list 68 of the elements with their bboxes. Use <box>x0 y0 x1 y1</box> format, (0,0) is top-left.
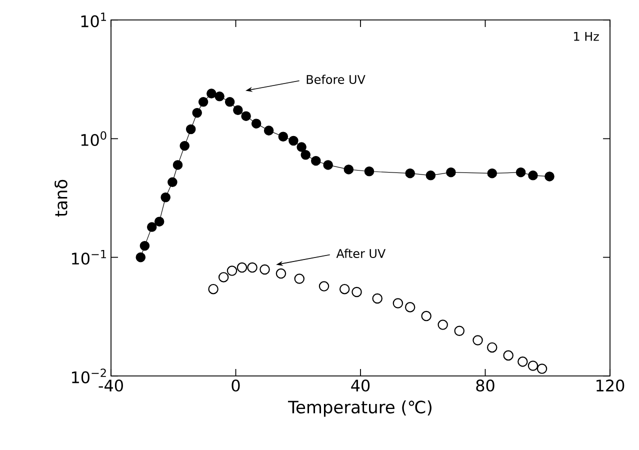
annotation: After UV <box>336 248 386 258</box>
y-axis-title: tanδ <box>54 180 68 217</box>
point <box>247 262 258 273</box>
point <box>438 320 448 330</box>
point <box>224 97 235 107</box>
point <box>233 105 243 115</box>
y-tick-label: 10$^{0}$ <box>81 131 106 146</box>
point <box>208 284 218 294</box>
point <box>214 92 224 102</box>
point <box>160 192 170 202</box>
point <box>192 108 202 118</box>
point <box>392 298 404 308</box>
point <box>352 286 362 298</box>
point <box>528 360 538 371</box>
point <box>372 293 382 304</box>
x-tick-label: 0 <box>232 380 240 392</box>
point <box>518 356 528 367</box>
point <box>288 136 298 146</box>
point <box>172 160 183 170</box>
y-tick-label: 10$^{−1}$ <box>72 250 106 265</box>
point <box>140 240 150 251</box>
annotation: Before UV <box>306 74 366 84</box>
point <box>260 264 270 275</box>
x-tick-label: 40 <box>351 380 370 392</box>
point <box>300 150 310 160</box>
point <box>226 266 238 276</box>
point <box>544 172 554 182</box>
point <box>344 164 354 174</box>
point <box>236 262 248 273</box>
point <box>206 88 216 98</box>
point <box>218 272 229 282</box>
point <box>405 168 415 178</box>
x-axis-title: Temperature (℃) <box>288 400 432 417</box>
point <box>318 281 330 292</box>
point <box>294 274 305 284</box>
point <box>180 140 190 151</box>
point <box>454 326 464 336</box>
point <box>251 118 262 128</box>
point <box>311 156 321 166</box>
point <box>421 310 432 322</box>
point <box>168 177 178 188</box>
point <box>426 170 436 180</box>
point <box>278 132 288 142</box>
point <box>154 216 164 226</box>
point <box>136 252 146 262</box>
point <box>486 342 498 353</box>
x-tick-label: 80 <box>476 380 494 392</box>
point <box>264 126 274 136</box>
point <box>528 170 538 180</box>
point <box>339 284 350 294</box>
point <box>146 222 157 232</box>
point <box>536 364 548 374</box>
point <box>296 142 306 152</box>
point <box>472 335 483 346</box>
point <box>364 166 374 176</box>
point <box>446 167 456 178</box>
point <box>323 160 333 170</box>
point <box>241 111 251 121</box>
point <box>198 97 208 107</box>
point <box>186 124 196 134</box>
annotation: 1 Hz <box>574 32 599 41</box>
x-tick-label: 120 <box>596 380 624 392</box>
y-tick-label: 10$^{1}$ <box>81 12 106 28</box>
point <box>404 302 416 312</box>
point <box>487 168 497 178</box>
point <box>503 350 514 361</box>
point <box>276 268 286 279</box>
point <box>516 167 526 178</box>
